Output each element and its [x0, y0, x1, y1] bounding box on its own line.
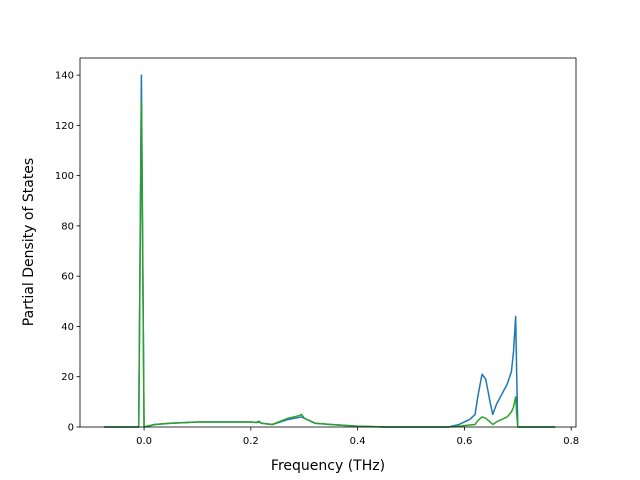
y-tick-label: 20 — [61, 372, 74, 383]
plot-frame — [79, 57, 577, 428]
y-tick-label: 140 — [55, 71, 74, 82]
y-tick-label: 40 — [61, 322, 74, 333]
y-tick-label: 100 — [55, 171, 74, 182]
x-tick-label: 0.2 — [243, 436, 259, 447]
x-axis-label: Frequency (THz) — [271, 458, 385, 474]
x-tick-label: 0.4 — [350, 436, 366, 447]
y-tick-label: 80 — [61, 221, 74, 232]
x-tick-label: 0.6 — [456, 436, 472, 447]
y-tick-label: 0 — [68, 423, 74, 434]
series-line — [104, 99, 556, 428]
series-line — [104, 74, 556, 428]
x-tick-label: 0.8 — [563, 436, 579, 447]
y-tick-label: 60 — [61, 272, 74, 283]
x-tick-label: 0.0 — [136, 436, 152, 447]
y-axis-label: Partial Density of States — [21, 158, 37, 326]
y-tick-label: 120 — [55, 121, 74, 132]
